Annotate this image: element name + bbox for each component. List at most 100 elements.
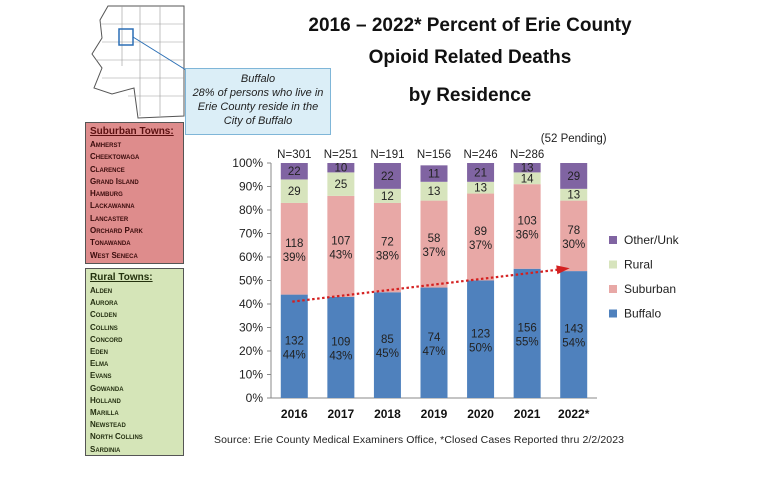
data-label-count: 58 [428, 233, 441, 245]
bar-segment [327, 195, 355, 297]
y-tick-label: 50% [239, 274, 263, 288]
chart-title-line-1: 2016 – 2022* Percent of Erie County [308, 15, 632, 36]
x-tick-label: 2022* [558, 407, 590, 421]
rural-towns-box: Rural Towns: Alden Aurora Colden Collins… [85, 268, 184, 456]
data-label-count: 132 [285, 335, 304, 347]
data-label-percent: 36% [516, 229, 539, 241]
data-label-count: 74 [428, 332, 441, 344]
data-label-count: 13 [428, 186, 441, 198]
y-tick-label: 30% [239, 321, 263, 335]
town-item: West Seneca [90, 250, 138, 260]
data-label-percent: 45% [376, 348, 399, 360]
callout-line-3: Erie County reside in the [197, 101, 319, 113]
legend-swatch [609, 285, 617, 293]
town-item: Cheektowaga [90, 152, 140, 162]
total-label: N=251 [324, 149, 358, 161]
callout-line-2: 28% of persons who live in [192, 87, 324, 99]
bar-segment [467, 181, 495, 194]
total-label: N=246 [463, 149, 497, 161]
bar-segment [280, 202, 308, 295]
bar-segment [513, 163, 541, 173]
data-label-percent: 54% [562, 338, 585, 350]
data-label-count: 78 [567, 225, 580, 237]
data-label-count: 29 [288, 186, 301, 198]
town-item: Holland [90, 395, 121, 405]
data-label-percent: 30% [562, 239, 585, 251]
data-label-count: 12 [381, 191, 394, 203]
bar-segment [467, 193, 495, 281]
data-label-percent: 43% [329, 350, 352, 362]
town-item: Hamburg [90, 189, 123, 199]
callout-line-4: City of Buffalo [223, 115, 293, 127]
data-label-count: 156 [518, 322, 537, 334]
town-item: Elma [90, 359, 109, 369]
erie-county-map [91, 5, 187, 119]
bar-segment [327, 172, 355, 196]
data-label-percent: 47% [422, 346, 445, 358]
x-tick-label: 2016 [281, 407, 308, 421]
data-label-count: 13 [567, 190, 580, 202]
bar-segment [513, 172, 541, 185]
chart-title-line-2: Opioid Related Deaths [368, 47, 572, 68]
legend-swatch [609, 236, 617, 244]
total-label: N=156 [417, 149, 451, 161]
bar-segment [467, 280, 495, 398]
bar-segment [327, 296, 355, 398]
total-label: N=263 [557, 128, 591, 129]
bar-segment [280, 163, 308, 180]
bar-segment [327, 163, 355, 173]
data-label-count: 89 [474, 226, 487, 238]
y-tick-label: 60% [239, 250, 263, 264]
data-label-count: 22 [381, 171, 394, 183]
data-label-count: 143 [564, 324, 583, 336]
bar-segment [420, 287, 448, 398]
legend-swatch [609, 309, 617, 318]
data-label-count: 25 [334, 179, 347, 191]
data-label-count: 21 [474, 167, 487, 179]
bar-segment [513, 184, 541, 269]
bar-segment [560, 188, 588, 201]
source-note: Source: Erie County Medical Examiners Of… [214, 434, 625, 446]
data-label-count: 13 [521, 163, 534, 175]
bar-segment [560, 200, 588, 272]
data-label-count: 13 [474, 183, 487, 195]
town-item: Marilla [90, 408, 119, 418]
data-label-count: 107 [331, 235, 350, 247]
y-tick-label: 0% [246, 391, 264, 405]
town-item: Clarence [90, 164, 125, 174]
total-label: N=301 [277, 149, 311, 161]
town-item: Newstead [90, 420, 126, 430]
total-label: N=286 [510, 149, 544, 161]
legend-swatch [609, 260, 617, 269]
data-label-count: 109 [331, 336, 350, 348]
data-label-percent: 43% [329, 249, 352, 261]
rural-towns-heading: Rural Towns: [90, 272, 153, 283]
bar-segment [467, 163, 495, 182]
y-tick-label: 70% [239, 227, 263, 241]
data-label-count: 123 [471, 328, 490, 340]
bar-segment [373, 188, 401, 203]
x-tick-label: 2020 [467, 407, 494, 421]
town-item: Lancaster [90, 213, 129, 223]
buffalo-callout: Buffalo 28% of persons who live in Erie … [185, 68, 331, 135]
town-item: Alden [90, 286, 113, 295]
y-tick-label: 80% [239, 203, 263, 217]
y-tick-label: 10% [239, 368, 263, 382]
bar-segment [513, 268, 541, 398]
y-tick-label: 90% [239, 180, 263, 194]
data-label-count: 103 [518, 215, 537, 227]
data-label-percent: 37% [422, 247, 445, 259]
data-label-count: 29 [567, 171, 580, 183]
data-label-percent: 37% [469, 240, 492, 252]
trend-arrow-line [292, 267, 566, 303]
data-label-percent: 55% [516, 336, 539, 348]
bar-segment [420, 181, 448, 201]
bar-segment [560, 163, 588, 189]
stacked-bar-chart: 0% 10% 20% 30% 40% 50% 60% 70% 80% 90% 100% 132 44% 1… [232, 128, 679, 421]
bar-segment [373, 292, 401, 398]
town-item: Amherst [90, 140, 122, 149]
data-label-count: 10 [334, 163, 347, 175]
legend-label: Buffalo [624, 307, 661, 321]
data-label-percent: 50% [469, 342, 492, 354]
data-label-count: 11 [428, 169, 440, 181]
